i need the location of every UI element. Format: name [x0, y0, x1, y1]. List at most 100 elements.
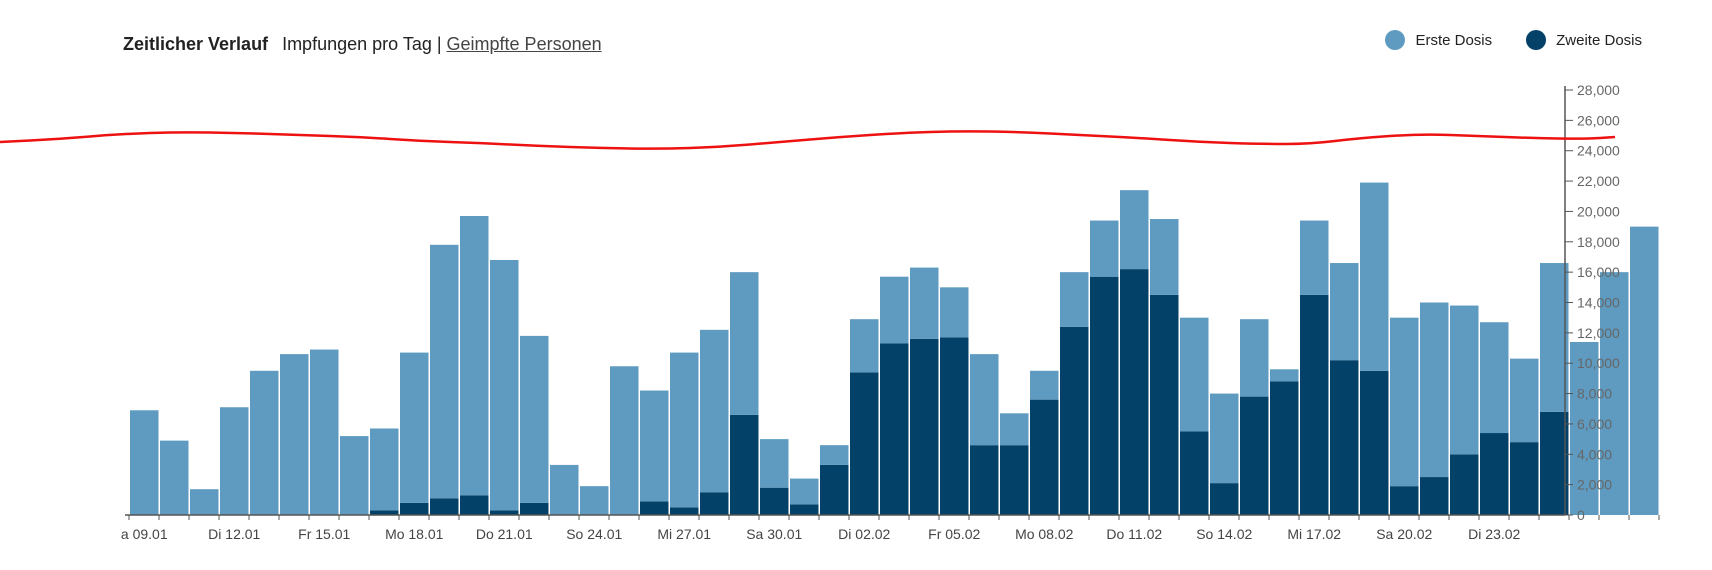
- bar-zweite-dosis[interactable]: [400, 502, 429, 515]
- bar-erste-dosis[interactable]: [1240, 319, 1269, 397]
- bar-erste-dosis[interactable]: [1000, 413, 1029, 446]
- bar-erste-dosis[interactable]: [430, 244, 459, 499]
- bar-zweite-dosis[interactable]: [760, 487, 789, 515]
- chart-legend: Erste Dosis Zweite Dosis: [1351, 30, 1642, 50]
- bar-zweite-dosis[interactable]: [520, 502, 549, 515]
- bar-erste-dosis[interactable]: [790, 478, 819, 505]
- x-tick-label: Mi 27.01: [657, 526, 711, 542]
- bar-erste-dosis[interactable]: [970, 354, 999, 446]
- bar-erste-dosis[interactable]: [1300, 220, 1329, 295]
- bar-zweite-dosis[interactable]: [1540, 411, 1569, 515]
- legend-item-erste-dosis[interactable]: Erste Dosis: [1385, 30, 1492, 50]
- bars-group: [130, 182, 1659, 515]
- bar-zweite-dosis[interactable]: [1360, 370, 1389, 515]
- bar-erste-dosis[interactable]: [1120, 190, 1149, 270]
- bar-erste-dosis[interactable]: [850, 319, 879, 373]
- bar-erste-dosis[interactable]: [1480, 322, 1509, 434]
- bar-erste-dosis[interactable]: [340, 436, 369, 515]
- bar-zweite-dosis[interactable]: [1390, 486, 1419, 515]
- bar-erste-dosis[interactable]: [1210, 393, 1239, 484]
- bar-zweite-dosis[interactable]: [1240, 396, 1269, 515]
- bar-zweite-dosis[interactable]: [790, 504, 819, 515]
- bar-zweite-dosis[interactable]: [1300, 294, 1329, 515]
- bar-erste-dosis[interactable]: [220, 407, 249, 515]
- x-tick-label: Sa 30.01: [746, 526, 802, 542]
- bar-zweite-dosis[interactable]: [940, 337, 969, 515]
- legend-item-zweite-dosis[interactable]: Zweite Dosis: [1526, 30, 1642, 50]
- bar-zweite-dosis[interactable]: [970, 445, 999, 515]
- bar-zweite-dosis[interactable]: [1030, 399, 1059, 515]
- tab-impfungen-pro-tag[interactable]: Impfungen pro Tag: [282, 33, 432, 54]
- bar-erste-dosis[interactable]: [490, 260, 519, 511]
- bar-zweite-dosis[interactable]: [1180, 431, 1209, 515]
- bar-zweite-dosis[interactable]: [1270, 381, 1299, 515]
- bar-zweite-dosis[interactable]: [1210, 483, 1239, 515]
- y-tick-label: 24,000: [1577, 143, 1620, 159]
- bar-erste-dosis[interactable]: [1330, 263, 1359, 361]
- bar-erste-dosis[interactable]: [130, 410, 159, 515]
- bar-erste-dosis[interactable]: [700, 329, 729, 493]
- bar-erste-dosis[interactable]: [1630, 226, 1659, 515]
- bar-erste-dosis[interactable]: [1540, 263, 1569, 412]
- bar-zweite-dosis[interactable]: [880, 343, 909, 515]
- bar-erste-dosis[interactable]: [910, 267, 939, 339]
- bar-zweite-dosis[interactable]: [1330, 360, 1359, 515]
- bar-erste-dosis[interactable]: [640, 390, 669, 502]
- bar-zweite-dosis[interactable]: [640, 501, 669, 515]
- bar-zweite-dosis[interactable]: [1480, 433, 1509, 515]
- bar-erste-dosis[interactable]: [1420, 302, 1449, 478]
- bar-erste-dosis[interactable]: [820, 445, 849, 465]
- bar-erste-dosis[interactable]: [1450, 305, 1479, 455]
- bar-zweite-dosis[interactable]: [1420, 477, 1449, 515]
- bar-zweite-dosis[interactable]: [730, 414, 759, 515]
- bar-zweite-dosis[interactable]: [820, 464, 849, 515]
- bar-erste-dosis[interactable]: [310, 349, 339, 515]
- bar-erste-dosis[interactable]: [940, 287, 969, 338]
- bar-erste-dosis[interactable]: [280, 354, 309, 515]
- bar-erste-dosis[interactable]: [550, 464, 579, 515]
- bar-erste-dosis[interactable]: [1180, 317, 1209, 432]
- tab-geimpfte-personen[interactable]: Geimpfte Personen: [446, 33, 602, 54]
- bar-erste-dosis[interactable]: [670, 352, 699, 508]
- bar-erste-dosis[interactable]: [1270, 369, 1299, 382]
- y-tick-label: 2,000: [1577, 477, 1612, 493]
- bar-erste-dosis[interactable]: [1600, 272, 1629, 515]
- bar-zweite-dosis[interactable]: [1150, 294, 1179, 515]
- x-tick-label: a 09.01: [121, 526, 168, 542]
- bar-zweite-dosis[interactable]: [700, 492, 729, 515]
- bar-erste-dosis[interactable]: [760, 439, 789, 488]
- bar-zweite-dosis[interactable]: [1000, 445, 1029, 515]
- bar-erste-dosis[interactable]: [1030, 370, 1059, 400]
- bar-erste-dosis[interactable]: [250, 370, 279, 515]
- bar-erste-dosis[interactable]: [400, 352, 429, 503]
- bar-erste-dosis[interactable]: [1150, 219, 1179, 295]
- bar-zweite-dosis[interactable]: [1510, 442, 1539, 515]
- bar-erste-dosis[interactable]: [580, 486, 609, 515]
- bar-zweite-dosis[interactable]: [430, 498, 459, 515]
- bar-erste-dosis[interactable]: [1570, 341, 1599, 515]
- bar-erste-dosis[interactable]: [190, 489, 219, 515]
- bar-erste-dosis[interactable]: [610, 366, 639, 515]
- bar-erste-dosis[interactable]: [1090, 220, 1119, 277]
- bar-erste-dosis[interactable]: [460, 215, 489, 496]
- bar-erste-dosis[interactable]: [520, 335, 549, 503]
- bar-zweite-dosis[interactable]: [370, 510, 399, 515]
- bar-erste-dosis[interactable]: [1510, 358, 1539, 443]
- y-tick-label: 6,000: [1577, 416, 1612, 432]
- bar-zweite-dosis[interactable]: [670, 507, 699, 515]
- bar-erste-dosis[interactable]: [730, 272, 759, 415]
- bar-erste-dosis[interactable]: [160, 440, 189, 515]
- bar-zweite-dosis[interactable]: [1450, 454, 1479, 515]
- bar-zweite-dosis[interactable]: [1060, 326, 1089, 515]
- bar-erste-dosis[interactable]: [1390, 317, 1419, 487]
- bar-zweite-dosis[interactable]: [910, 338, 939, 515]
- bar-erste-dosis[interactable]: [880, 276, 909, 344]
- bar-erste-dosis[interactable]: [1360, 182, 1389, 371]
- bar-erste-dosis[interactable]: [1060, 272, 1089, 327]
- bar-zweite-dosis[interactable]: [850, 372, 879, 515]
- bar-erste-dosis[interactable]: [370, 428, 399, 511]
- bar-zweite-dosis[interactable]: [1120, 269, 1149, 515]
- bar-zweite-dosis[interactable]: [490, 510, 519, 515]
- bar-zweite-dosis[interactable]: [460, 495, 489, 515]
- bar-zweite-dosis[interactable]: [1090, 276, 1119, 515]
